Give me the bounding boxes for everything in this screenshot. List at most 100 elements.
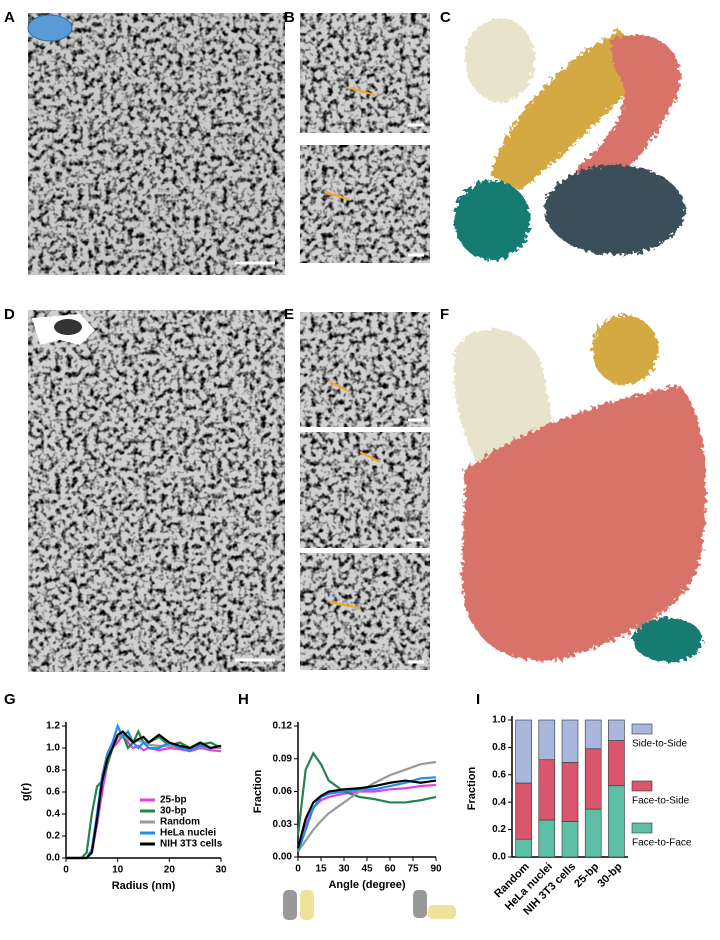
y-tick-label: 0.2 bbox=[492, 824, 506, 835]
arrow bbox=[324, 191, 351, 201]
legend-label: NIH 3T3 cells bbox=[160, 839, 223, 850]
y-axis-label: Fraction bbox=[466, 767, 478, 811]
panel-label: I bbox=[476, 691, 480, 708]
legend-label: HeLa nuclei bbox=[160, 828, 216, 839]
legend-label: Side-to-Side bbox=[632, 739, 687, 750]
bar-segment bbox=[561, 762, 579, 822]
y-tick-label: 0.4 bbox=[46, 809, 60, 820]
bar-segment bbox=[584, 719, 602, 750]
bar-segment bbox=[515, 782, 532, 840]
nucleus-icon bbox=[54, 319, 82, 335]
legend-label: Face-to-Side bbox=[632, 796, 690, 807]
angle-icons bbox=[283, 890, 456, 920]
legend-label: 25-bp bbox=[160, 795, 187, 806]
icon bbox=[300, 890, 314, 920]
density-teal bbox=[454, 180, 530, 260]
legend-label: 30-bp bbox=[160, 806, 187, 817]
density-salmon bbox=[575, 34, 681, 196]
legend-swatch bbox=[631, 822, 653, 834]
density-gold bbox=[490, 30, 650, 190]
y-tick-label: 1.0 bbox=[492, 715, 506, 726]
bar-segment bbox=[538, 819, 556, 858]
bar-segment bbox=[608, 719, 625, 741]
legend-label: Face-to-Face bbox=[632, 838, 692, 849]
texture bbox=[300, 13, 430, 133]
x-tick-label: 0 bbox=[295, 864, 301, 875]
x-tick-label: 60 bbox=[384, 864, 396, 875]
texture bbox=[28, 13, 285, 275]
x-axis-label: Radius (nm) bbox=[112, 880, 176, 892]
x-tick-label: 75 bbox=[407, 864, 419, 875]
density-slate bbox=[545, 165, 685, 255]
bar-segment bbox=[584, 808, 602, 858]
y-tick-label: 0.03 bbox=[273, 819, 293, 830]
y-tick-label: 1.0 bbox=[46, 743, 60, 754]
x-axis-label: Angle (degree) bbox=[328, 879, 405, 891]
panel-label: D bbox=[4, 306, 15, 323]
arrow bbox=[329, 381, 351, 393]
texture bbox=[300, 312, 430, 427]
texture bbox=[300, 432, 430, 548]
series-line bbox=[296, 751, 437, 836]
density-teal bbox=[633, 618, 703, 662]
bar-segment bbox=[608, 740, 625, 787]
series-line bbox=[66, 728, 222, 860]
y-tick-label: 0.0 bbox=[492, 852, 506, 863]
texture bbox=[300, 145, 430, 263]
panel-label: F bbox=[440, 306, 449, 323]
x-tick-label: 20 bbox=[164, 865, 176, 876]
panel-label: B bbox=[284, 9, 295, 26]
bar-segment bbox=[538, 759, 556, 821]
y-tick-label: 0.8 bbox=[492, 742, 506, 753]
y-tick-label: 0.09 bbox=[273, 753, 293, 764]
y-tick-label: 0.6 bbox=[492, 769, 506, 780]
icon bbox=[413, 890, 427, 918]
x-tick-label: 30 bbox=[215, 865, 227, 876]
density-beige bbox=[465, 18, 535, 102]
series-line bbox=[66, 730, 222, 860]
x-tick-label: 30-bp bbox=[595, 860, 624, 889]
y-tick-label: 0.6 bbox=[46, 787, 60, 798]
series-line bbox=[296, 776, 437, 852]
icon bbox=[283, 890, 297, 920]
y-tick-label: 0.8 bbox=[46, 765, 60, 776]
x-tick-label: 45 bbox=[361, 864, 373, 875]
tomogram-images bbox=[27, 13, 430, 672]
y-tick-label: 0.06 bbox=[273, 786, 293, 797]
legend-swatch bbox=[631, 723, 653, 735]
scale-bars bbox=[235, 123, 424, 664]
x-tick-label: 30 bbox=[338, 864, 350, 875]
arrow bbox=[359, 451, 381, 463]
bar-segment bbox=[515, 719, 532, 784]
y-tick-label: 0.00 bbox=[273, 852, 293, 863]
y-axis-label: Fraction bbox=[252, 770, 264, 814]
nucleus-icon bbox=[27, 14, 73, 42]
y-tick-label: 0.4 bbox=[492, 797, 506, 808]
arrow bbox=[329, 601, 361, 609]
x-tick-label: 25-bp bbox=[572, 860, 601, 889]
legend-label: Random bbox=[160, 817, 200, 828]
panel-label: A bbox=[4, 9, 15, 26]
panel-label: G bbox=[4, 691, 16, 708]
x-tick-label: 10 bbox=[112, 865, 124, 876]
y-tick-label: 0.0 bbox=[46, 853, 60, 864]
series-line bbox=[297, 760, 437, 853]
texture bbox=[28, 310, 285, 672]
y-tick-label: 0.12 bbox=[273, 721, 293, 732]
density-salmon bbox=[462, 385, 706, 661]
panel-label: C bbox=[440, 9, 451, 26]
arrow bbox=[349, 87, 376, 96]
series-line bbox=[296, 783, 437, 852]
bar-segment bbox=[561, 821, 579, 858]
bar-segment bbox=[538, 719, 556, 761]
bar-segment bbox=[584, 748, 602, 810]
x-tick-label: 90 bbox=[430, 864, 442, 875]
bar-segment bbox=[561, 719, 579, 763]
density-gold bbox=[592, 315, 658, 385]
panel-label: E bbox=[284, 306, 294, 323]
bar-segment bbox=[608, 785, 625, 858]
density-maps bbox=[453, 18, 706, 662]
y-tick-label: 1.2 bbox=[46, 721, 60, 732]
